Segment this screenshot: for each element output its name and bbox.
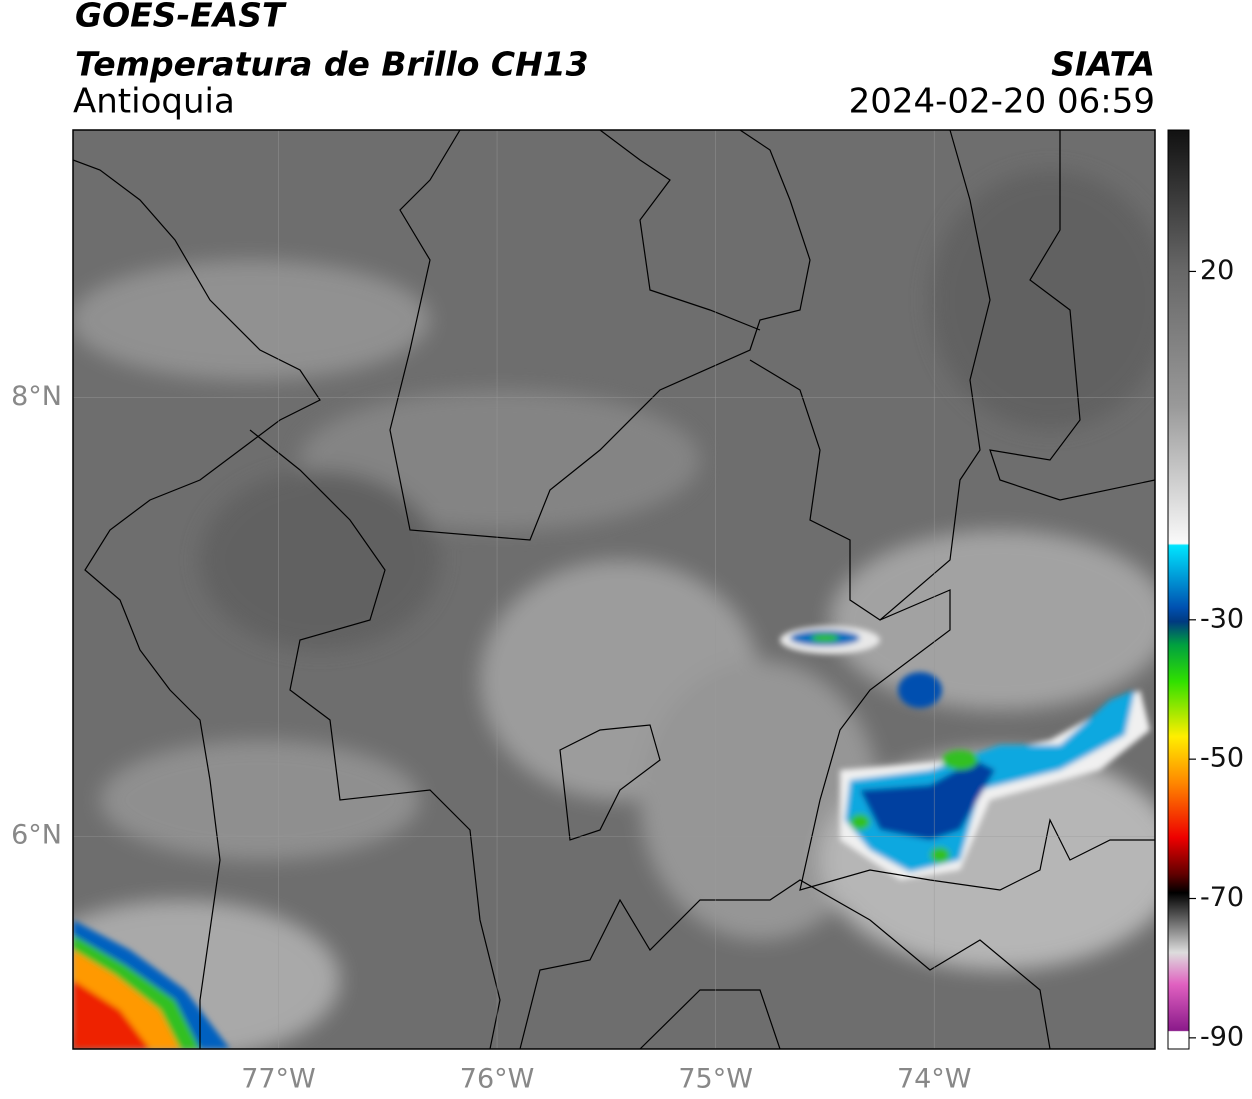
subtitle: Temperatura de Brillo CH13 xyxy=(75,45,589,84)
x-tick-label: 74°W xyxy=(897,1064,972,1095)
source: SIATA xyxy=(1051,45,1155,84)
map-frame xyxy=(72,129,1156,1050)
ticks: 77°W 76°W 75°W 74°W 6°N 8°N 20 -30 -50 -70 -90 xyxy=(11,255,1244,1095)
x-tick-label: 75°W xyxy=(678,1064,753,1095)
colorbar-tick-label: -50 xyxy=(1200,743,1244,774)
region: Antioquia xyxy=(73,82,235,122)
colorbar-tick-label: 20 xyxy=(1200,255,1234,286)
x-tick-label: 77°W xyxy=(241,1064,316,1095)
satellite-image xyxy=(73,130,1155,1049)
colorbar-tick-label: -70 xyxy=(1200,882,1244,913)
colorbar xyxy=(1167,129,1190,1050)
grid xyxy=(73,130,1155,1049)
colorbar-tick-label: -30 xyxy=(1200,603,1244,634)
y-tick-label: 6°N xyxy=(11,820,62,851)
colorbar-tick-label: -90 xyxy=(1200,1021,1244,1052)
y-tick-label: 8°N xyxy=(11,381,62,412)
borders xyxy=(73,130,1155,1049)
x-tick-label: 76°W xyxy=(460,1064,535,1095)
title: GOES-EAST xyxy=(75,0,287,35)
datetime: 2024-02-20 06:59 xyxy=(849,82,1155,122)
